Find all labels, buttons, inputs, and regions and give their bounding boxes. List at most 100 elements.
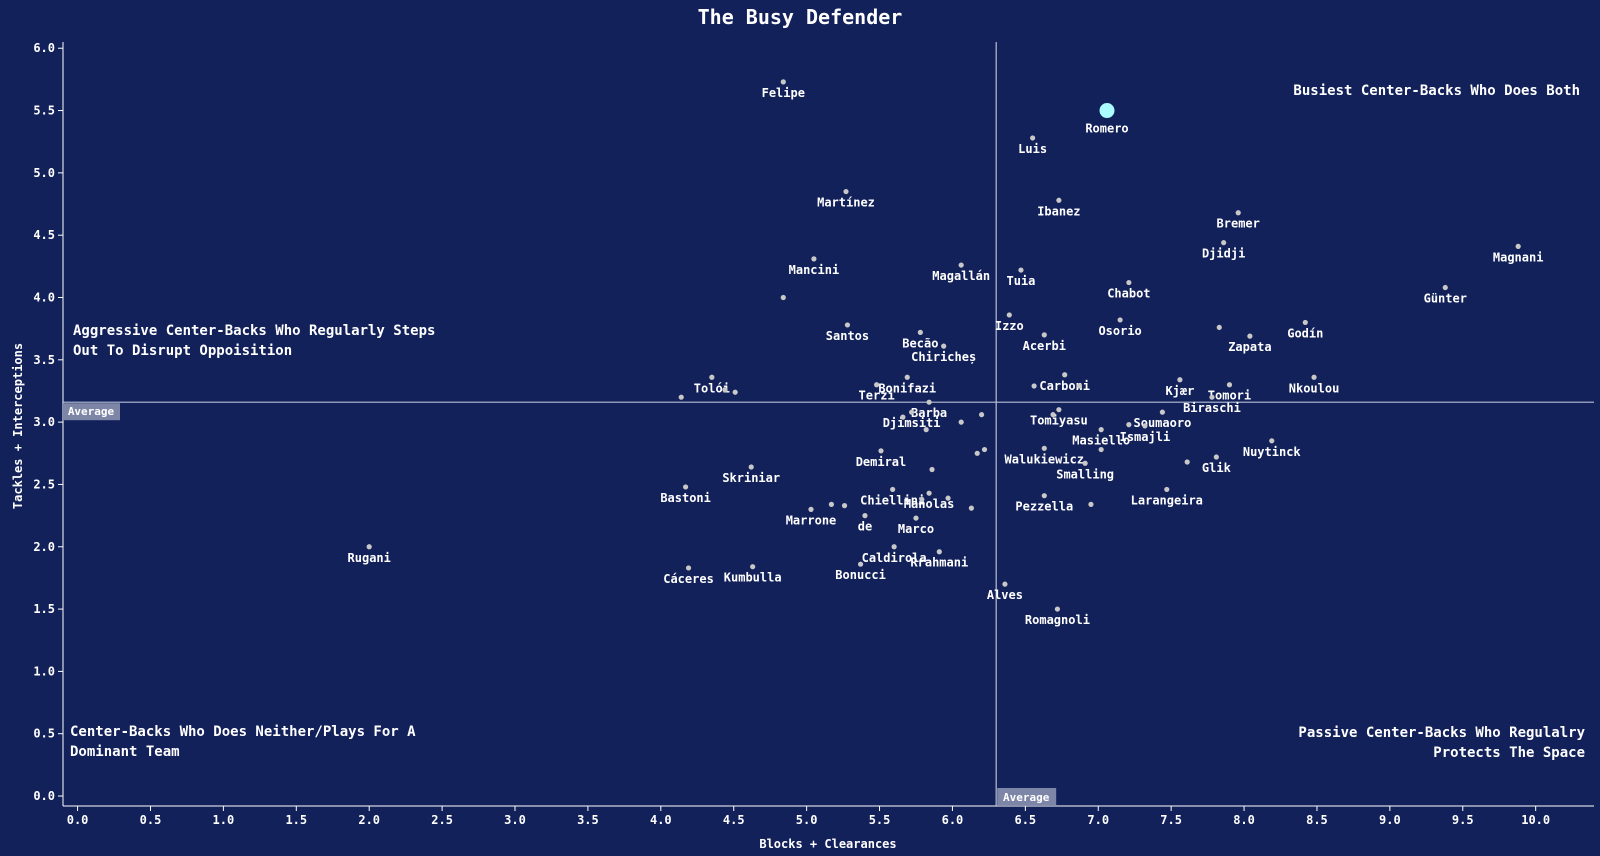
data-point <box>945 495 951 501</box>
point-label: Magallán <box>932 269 990 283</box>
x-tick-label: 4.0 <box>650 813 672 827</box>
y-tick-label: 1.5 <box>33 602 55 616</box>
data-point <box>968 505 974 511</box>
data-point <box>1442 284 1448 291</box>
data-point <box>979 412 985 418</box>
point-label: Masiello <box>1072 434 1130 448</box>
point-label: Bonucci <box>835 568 886 582</box>
point-label: Kjær <box>1165 384 1194 398</box>
data-point <box>958 262 964 268</box>
data-point <box>1247 333 1253 339</box>
quadrant-label-bottom-left: Dominant Team <box>70 744 180 760</box>
x-tick-label: 7.0 <box>1087 813 1109 827</box>
data-point <box>1041 445 1047 451</box>
data-point <box>678 394 684 400</box>
quadrant-label-bottom-left: Center-Backs Who Does Neither/Plays For … <box>70 724 416 740</box>
point-label: Smalling <box>1056 467 1114 481</box>
x-tick-label: 2.5 <box>431 813 453 827</box>
data-point <box>1226 382 1233 388</box>
x-tick-label: 5.0 <box>796 813 818 827</box>
y-average-tag-bg <box>63 403 120 421</box>
point-label: Larangeira <box>1131 493 1203 507</box>
x-tick-label: 9.5 <box>1452 813 1474 827</box>
data-point <box>981 446 988 453</box>
data-point <box>1098 427 1104 433</box>
point-label: Mancini <box>789 263 840 277</box>
point-label: Chabot <box>1107 287 1150 301</box>
point-label: Acerbi <box>1023 339 1066 353</box>
data-point <box>1311 374 1317 380</box>
point-label: Marrone <box>786 513 837 527</box>
data-point <box>1054 606 1061 612</box>
data-point <box>1062 372 1068 378</box>
data-point <box>709 374 715 380</box>
x-tick-label: 4.5 <box>723 813 745 827</box>
point-label: Tomiyasu <box>1030 414 1088 428</box>
point-label: Martínez <box>817 196 875 210</box>
data-point <box>909 409 915 415</box>
data-point <box>1082 460 1088 466</box>
quadrant-label-bottom-right: Passive Center-Backs Who Regulalry <box>1298 725 1585 741</box>
data-point <box>926 399 932 405</box>
point-label: Ibanez <box>1037 204 1080 218</box>
data-point <box>1213 454 1219 460</box>
data-point <box>780 79 786 85</box>
point-label: Bonifazi <box>878 381 936 395</box>
point-label: Skriniar <box>722 471 780 485</box>
x-tick-label: 8.0 <box>1233 813 1255 827</box>
point-label: Becão <box>902 336 938 350</box>
point-label: Osorio <box>1098 324 1141 338</box>
x-tick-label: 6.5 <box>1014 813 1036 827</box>
data-point <box>1126 279 1132 286</box>
point-label: Biraschi <box>1183 401 1241 415</box>
data-points: Felipe Luis Martínez Ibanez Bremer Djidji Magn… <box>348 79 1544 627</box>
data-point <box>1018 267 1024 273</box>
data-point <box>1142 423 1148 429</box>
y-tick-label: 3.5 <box>33 353 55 367</box>
data-point <box>1041 332 1047 338</box>
data-point <box>1302 319 1308 326</box>
data-point <box>828 501 835 507</box>
data-point <box>904 374 910 380</box>
y-average-tag: Average <box>68 405 115 418</box>
point-label: Nuytinck <box>1243 445 1302 459</box>
x-tick-label: 2.0 <box>358 813 380 827</box>
data-point <box>1031 383 1037 389</box>
x-tick-label: 10.0 <box>1521 813 1550 827</box>
data-point <box>1117 317 1123 323</box>
point-label: Günter <box>1424 292 1467 306</box>
quadrant-label-top-left: Out To Disrupt Oppoisition <box>73 343 292 359</box>
y-tick-label: 0.0 <box>33 789 55 803</box>
point-label: Bastoni <box>660 491 711 505</box>
data-point <box>923 427 929 433</box>
data-point <box>936 549 942 555</box>
y-tick-label: 2.0 <box>33 540 55 554</box>
data-point <box>732 389 738 395</box>
x-tick-label: 8.5 <box>1306 813 1328 827</box>
point-label: Magnani <box>1493 250 1544 264</box>
data-point <box>1177 377 1183 383</box>
x-tick-label: 3.0 <box>504 813 526 827</box>
x-tick-label: 1.5 <box>285 813 307 827</box>
point-label: Pezzella <box>1015 500 1073 514</box>
x-tick-label: 0.0 <box>67 813 89 827</box>
data-point <box>841 503 848 509</box>
y-tick-label: 4.0 <box>33 290 55 304</box>
data-point <box>683 484 689 490</box>
point-label: Rrahmani <box>910 556 968 570</box>
point-label: Walukiewicz <box>1005 452 1084 466</box>
point-label: Ismajli <box>1120 430 1171 444</box>
data-point <box>974 450 980 456</box>
point-label: Tolói <box>694 381 730 395</box>
data-point <box>1235 210 1241 216</box>
highlight-point <box>1099 103 1115 119</box>
data-point <box>811 256 817 262</box>
chart-title: The Busy Defender <box>698 5 903 29</box>
x-tick-label: 1.0 <box>213 813 235 827</box>
point-label: Demiral <box>856 455 907 469</box>
data-point <box>891 544 897 550</box>
data-point <box>722 387 728 393</box>
point-label: Tomori <box>1208 389 1251 403</box>
point-label: Cáceres <box>663 572 714 586</box>
